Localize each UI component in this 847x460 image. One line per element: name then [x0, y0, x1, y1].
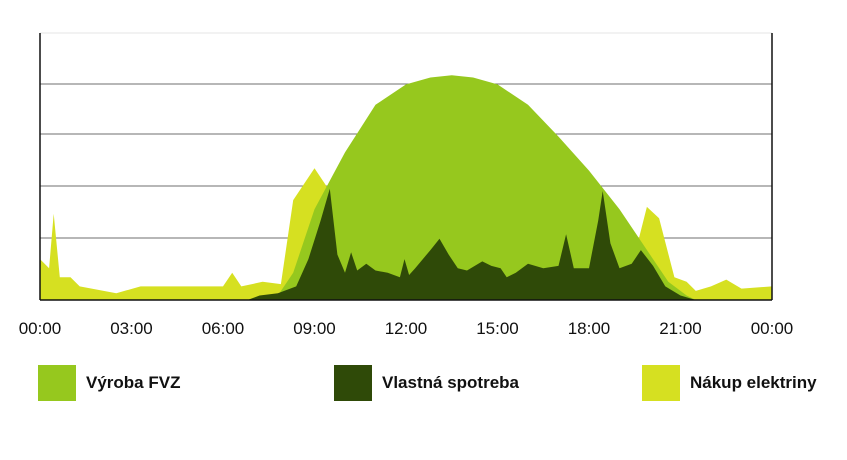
x-tick-label: 12:00 [385, 319, 428, 338]
legend-item-spotreba: Vlastná spotreba [334, 360, 519, 406]
x-tick-label: 03:00 [110, 319, 153, 338]
x-tick-label: 00:00 [19, 319, 62, 338]
x-tick-label: 18:00 [568, 319, 611, 338]
series-area-1 [277, 75, 696, 300]
energy-chart: 00:00 03:00 06:00 09:00 12:00 15:00 18:00 21:00… [19, 32, 794, 338]
legend-label-spotreba: Vlastná spotreba [382, 373, 519, 392]
legend-swatch-spotreba [334, 365, 372, 401]
x-tick-label: 06:00 [202, 319, 245, 338]
legend-label-vyroba: Výroba FVZ [86, 373, 181, 392]
series-area-2 [247, 188, 696, 300]
legend-item-vyroba: Výroba FVZ [38, 360, 180, 406]
legend-label-nakup: Nákup elektriny [690, 373, 817, 392]
x-tick-label: 09:00 [293, 319, 336, 338]
series-areas [40, 75, 772, 300]
legend-item-nakup: Nákup elektriny [642, 360, 817, 406]
x-tick-label: 21:00 [659, 319, 702, 338]
legend-swatch-nakup [642, 365, 680, 401]
legend-swatch-vyroba [38, 365, 76, 401]
axes [39, 33, 773, 301]
x-tick-label: 00:00 [751, 319, 794, 338]
legend: Výroba FVZ Vlastná spotreba Nákup elektr… [0, 360, 847, 410]
x-tick-label: 15:00 [476, 319, 519, 338]
x-axis-tick-labels: 00:00 03:00 06:00 09:00 12:00 15:00 18:00 21:00… [19, 319, 794, 338]
